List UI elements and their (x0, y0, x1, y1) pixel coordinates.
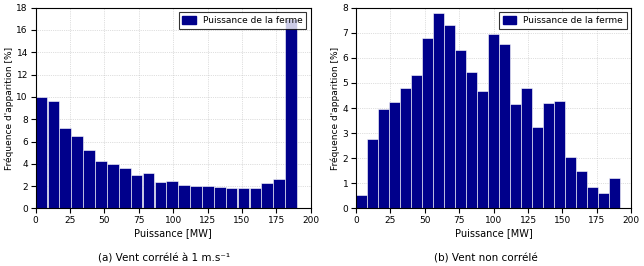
Bar (554, 101, 565, 209)
Bar (285, 19, 297, 209)
Bar (521, 88, 532, 209)
Y-axis label: Fréquence d'apparition [%]: Fréquence d'apparition [%] (4, 47, 14, 170)
Bar (412, 76, 422, 209)
Legend: Puissance de la ferme: Puissance de la ferme (178, 12, 307, 28)
Bar (273, 180, 285, 209)
Bar (119, 168, 131, 209)
Bar (190, 186, 202, 209)
Bar (155, 182, 166, 209)
Bar (95, 160, 107, 209)
X-axis label: Puissance [MW]: Puissance [MW] (455, 228, 533, 238)
Bar (83, 151, 95, 209)
X-axis label: Puissance [MW]: Puissance [MW] (135, 228, 212, 238)
Bar (35, 97, 48, 209)
Bar (400, 88, 411, 209)
Bar (356, 195, 367, 209)
Bar (178, 185, 190, 209)
Text: (a) Vent corrélé à 1 m.s⁻¹: (a) Vent corrélé à 1 m.s⁻¹ (98, 253, 231, 263)
Bar (378, 109, 389, 209)
Text: (b) Vent non corrélé: (b) Vent non corrélé (434, 253, 538, 263)
Bar (214, 187, 225, 209)
Bar (202, 186, 214, 209)
Bar (510, 104, 521, 209)
Bar (238, 188, 249, 209)
Bar (565, 157, 576, 209)
Bar (433, 13, 444, 209)
Y-axis label: Fréquence d'apparition [%]: Fréquence d'apparition [%] (330, 47, 340, 170)
Bar (488, 34, 499, 209)
Bar (466, 72, 477, 209)
Bar (250, 188, 261, 209)
Bar (226, 188, 238, 209)
Bar (598, 193, 609, 209)
Bar (499, 44, 510, 209)
Bar (422, 38, 433, 209)
Bar (131, 175, 142, 209)
Bar (477, 90, 488, 209)
Bar (107, 164, 118, 209)
Bar (59, 128, 71, 209)
Bar (533, 127, 543, 209)
Bar (389, 102, 400, 209)
Bar (142, 173, 155, 209)
Bar (71, 136, 83, 209)
Bar (455, 50, 466, 209)
Legend: Puissance de la ferme: Puissance de la ferme (499, 12, 627, 28)
Bar (609, 178, 620, 209)
Bar (576, 171, 587, 209)
Bar (544, 103, 554, 209)
Bar (587, 187, 598, 209)
Bar (444, 25, 455, 209)
Bar (367, 139, 378, 209)
Bar (261, 183, 273, 209)
Bar (48, 101, 59, 209)
Bar (166, 181, 178, 209)
